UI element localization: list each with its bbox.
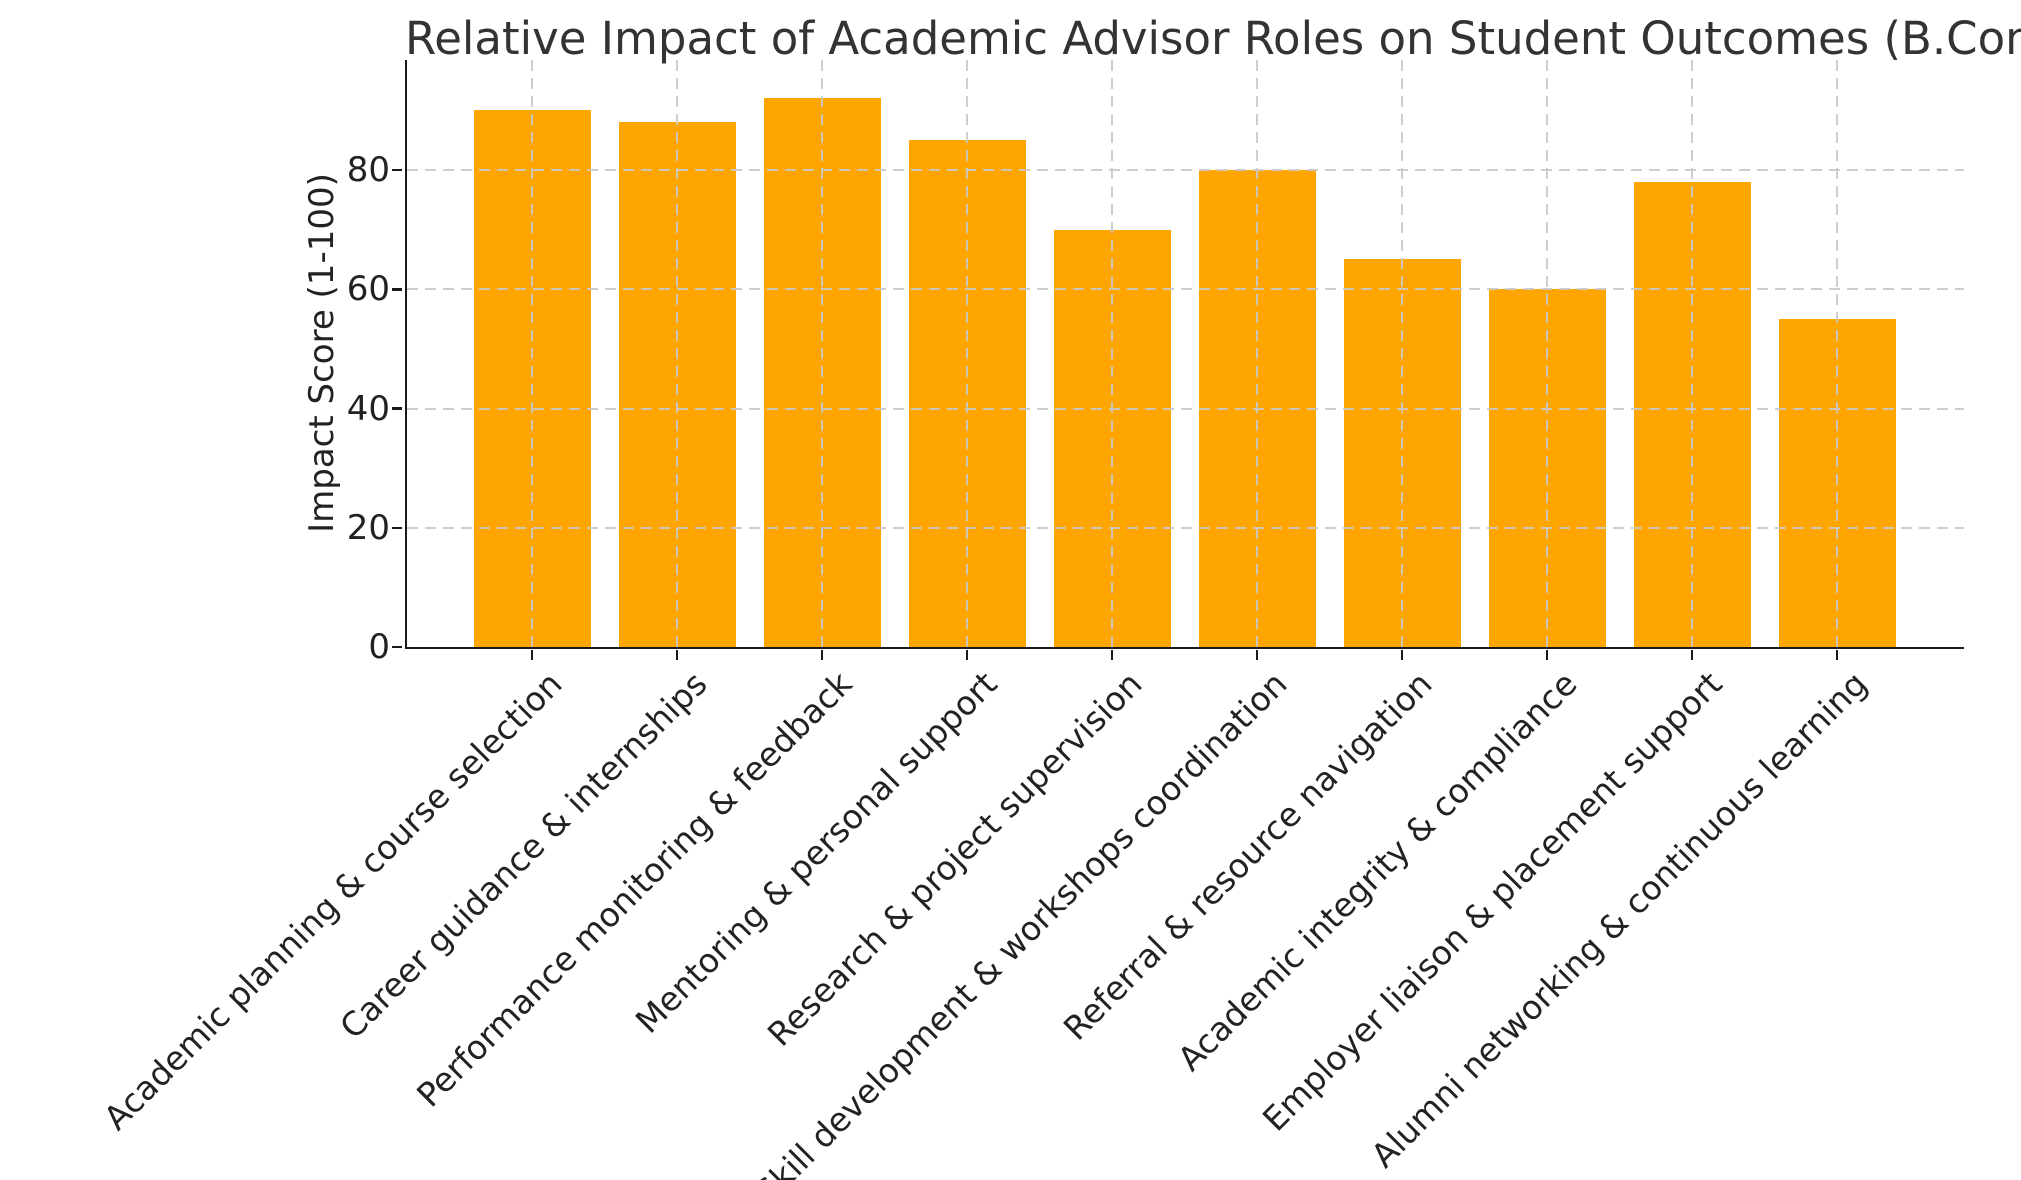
x-tick-mark bbox=[1255, 649, 1259, 660]
horizontal-gridline bbox=[407, 407, 1964, 410]
vertical-gridline bbox=[676, 60, 678, 647]
horizontal-gridline bbox=[407, 288, 1964, 291]
y-tick-mark bbox=[392, 407, 402, 410]
horizontal-gridline bbox=[407, 169, 1964, 171]
y-tick-mark bbox=[392, 288, 402, 291]
vertical-gridline bbox=[1691, 60, 1693, 647]
y-tick-label: 20 bbox=[346, 507, 390, 548]
plot-area: 0 20 40 60 80 Academic planning & course sele… bbox=[96, 60, 1964, 1180]
y-tick-mark bbox=[392, 645, 402, 649]
x-tick-mark bbox=[1110, 649, 1114, 660]
y-tick-mark bbox=[392, 168, 402, 172]
x-tick-mark bbox=[1400, 649, 1404, 660]
y-tick-mark bbox=[392, 526, 402, 529]
x-tick-mark bbox=[530, 649, 534, 660]
x-tick-mark bbox=[1690, 649, 1694, 660]
x-tick-mark bbox=[1545, 649, 1549, 660]
vertical-gridline bbox=[1546, 60, 1548, 647]
vertical-gridline bbox=[1401, 60, 1403, 647]
y-axis-label: Impact Score (1-100) bbox=[302, 173, 342, 533]
vertical-gridline bbox=[1256, 60, 1258, 647]
x-tick-mark bbox=[675, 649, 679, 660]
vertical-gridline bbox=[966, 60, 968, 647]
x-tick-mark bbox=[820, 649, 824, 660]
vertical-gridline bbox=[531, 60, 533, 647]
x-tick-mark bbox=[1835, 649, 1839, 660]
y-tick-label: 40 bbox=[346, 388, 390, 429]
y-tick-label: 60 bbox=[346, 269, 390, 310]
x-tick-mark bbox=[965, 649, 969, 660]
vertical-gridline bbox=[1111, 60, 1113, 647]
y-tick-label: 80 bbox=[346, 150, 390, 190]
chart-title: Relative Impact of Academic Advisor Role… bbox=[405, 12, 2021, 65]
vertical-gridline bbox=[821, 60, 823, 647]
horizontal-gridline bbox=[407, 526, 1964, 529]
y-tick-label: 0 bbox=[368, 627, 390, 667]
vertical-gridline bbox=[1836, 60, 1838, 647]
